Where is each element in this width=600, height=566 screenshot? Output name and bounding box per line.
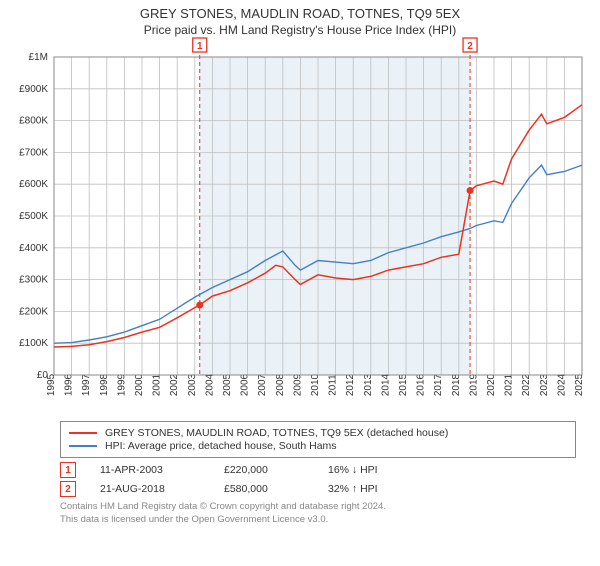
x-axis-tick-label: 1999 bbox=[116, 373, 127, 396]
x-axis-tick-label: 1996 bbox=[64, 373, 75, 396]
transaction-row: 1 11-APR-2003 £220,000 16% ↓ HPI bbox=[60, 462, 576, 478]
legend-label: HPI: Average price, detached house, Sout… bbox=[105, 440, 337, 452]
x-axis-tick-label: 2009 bbox=[292, 373, 303, 396]
transaction-price: £580,000 bbox=[224, 483, 304, 495]
x-axis-tick-label: 2011 bbox=[328, 374, 339, 396]
x-axis-tick-label: 2025 bbox=[574, 373, 585, 396]
sale-point-dot bbox=[196, 302, 203, 309]
x-axis-tick-label: 2008 bbox=[275, 373, 286, 396]
legend-row: GREY STONES, MAUDLIN ROAD, TOTNES, TQ9 5… bbox=[69, 427, 567, 439]
x-axis-tick-label: 1998 bbox=[99, 373, 110, 396]
x-axis-tick-label: 2017 bbox=[433, 373, 444, 396]
y-axis-tick-label: £700K bbox=[19, 147, 48, 158]
x-axis-tick-label: 2024 bbox=[556, 373, 567, 396]
x-axis-tick-label: 2016 bbox=[416, 373, 427, 396]
footer-line-2: This data is licensed under the Open Gov… bbox=[60, 514, 576, 527]
x-axis-tick-label: 2023 bbox=[539, 373, 550, 396]
y-axis-tick-label: £900K bbox=[19, 84, 48, 95]
footer-line-1: Contains HM Land Registry data © Crown c… bbox=[60, 501, 576, 514]
sale-marker-label: 1 bbox=[197, 41, 203, 52]
transaction-price: £220,000 bbox=[224, 464, 304, 476]
y-axis-tick-label: £400K bbox=[19, 243, 48, 254]
line-chart: £0£100K£200K£300K£400K£500K£600K£700K£80… bbox=[0, 37, 600, 417]
y-axis-tick-label: £500K bbox=[19, 211, 48, 222]
x-axis-tick-label: 2000 bbox=[134, 373, 145, 396]
x-axis-tick-label: 2012 bbox=[345, 373, 356, 396]
transaction-delta: 16% ↓ HPI bbox=[328, 464, 378, 476]
y-axis-tick-label: £100K bbox=[19, 338, 48, 349]
x-axis-tick-label: 2004 bbox=[204, 373, 215, 396]
sale-point-dot bbox=[467, 187, 474, 194]
x-axis-tick-label: 2022 bbox=[521, 373, 532, 396]
x-axis-tick-label: 1997 bbox=[81, 373, 92, 396]
transaction-table: 1 11-APR-2003 £220,000 16% ↓ HPI 2 21-AUG-201… bbox=[60, 462, 576, 497]
x-axis-tick-label: 2006 bbox=[240, 373, 251, 396]
transaction-row: 2 21-AUG-2018 £580,000 32% ↑ HPI bbox=[60, 481, 576, 497]
legend: GREY STONES, MAUDLIN ROAD, TOTNES, TQ9 5… bbox=[60, 421, 576, 458]
transaction-date: 11-APR-2003 bbox=[100, 464, 200, 476]
chart-area: £0£100K£200K£300K£400K£500K£600K£700K£80… bbox=[0, 37, 600, 417]
chart-subtitle: Price paid vs. HM Land Registry's House … bbox=[0, 23, 600, 37]
x-axis-tick-label: 2018 bbox=[451, 373, 462, 396]
y-axis-tick-label: £600K bbox=[19, 179, 48, 190]
x-axis-tick-label: 2003 bbox=[187, 373, 198, 396]
transaction-delta: 32% ↑ HPI bbox=[328, 483, 378, 495]
x-axis-tick-label: 2014 bbox=[380, 373, 391, 396]
sale-marker-label: 2 bbox=[467, 41, 473, 52]
chart-title: GREY STONES, MAUDLIN ROAD, TOTNES, TQ9 5… bbox=[0, 6, 600, 21]
y-axis-tick-label: £1M bbox=[29, 52, 48, 63]
y-axis-tick-label: £200K bbox=[19, 306, 48, 317]
transaction-badge: 1 bbox=[60, 462, 76, 478]
footer-attribution: Contains HM Land Registry data © Crown c… bbox=[60, 501, 576, 527]
legend-label: GREY STONES, MAUDLIN ROAD, TOTNES, TQ9 5… bbox=[105, 427, 448, 439]
legend-swatch bbox=[69, 432, 97, 434]
x-axis-tick-label: 2020 bbox=[486, 373, 497, 396]
legend-swatch bbox=[69, 445, 97, 447]
x-axis-tick-label: 2007 bbox=[257, 373, 268, 396]
y-axis-tick-label: £800K bbox=[19, 116, 48, 127]
legend-row: HPI: Average price, detached house, Sout… bbox=[69, 440, 567, 452]
x-axis-tick-label: 2001 bbox=[152, 373, 163, 396]
x-axis-tick-label: 2013 bbox=[363, 373, 374, 396]
x-axis-tick-label: 2019 bbox=[468, 373, 479, 396]
x-axis-tick-label: 2021 bbox=[504, 373, 515, 396]
x-axis-tick-label: 2005 bbox=[222, 373, 233, 396]
x-axis-tick-label: 1995 bbox=[46, 373, 57, 396]
y-axis-tick-label: £300K bbox=[19, 275, 48, 286]
x-axis-tick-label: 2002 bbox=[169, 373, 180, 396]
x-axis-tick-label: 2015 bbox=[398, 373, 409, 396]
x-axis-tick-label: 2010 bbox=[310, 373, 321, 396]
transaction-badge: 2 bbox=[60, 481, 76, 497]
transaction-date: 21-AUG-2018 bbox=[100, 483, 200, 495]
